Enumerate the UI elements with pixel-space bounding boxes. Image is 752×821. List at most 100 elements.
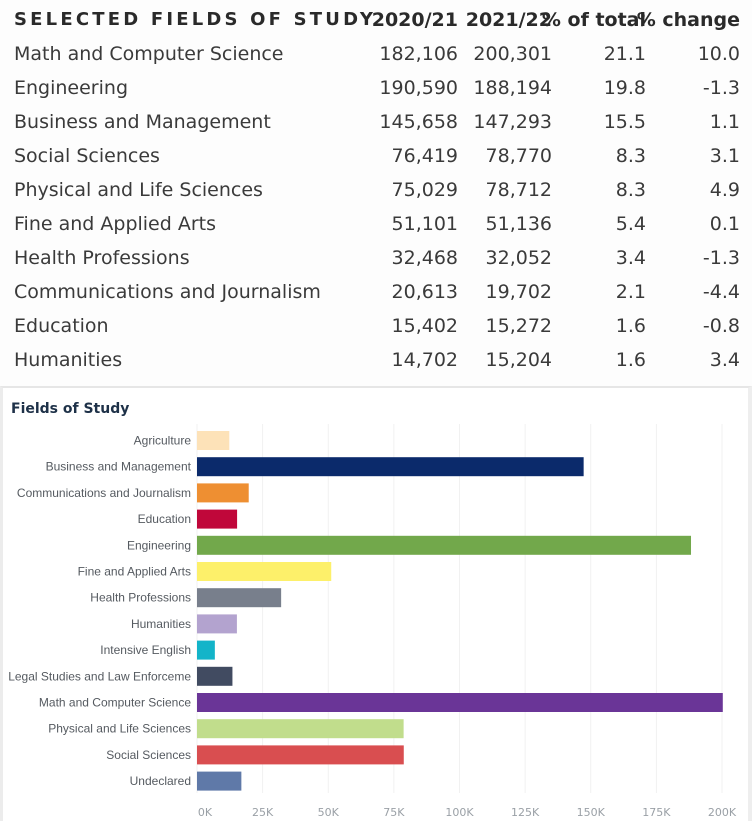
cell-year2: 15,272 [485, 315, 552, 337]
table-row: Health Professions 32,468 32,052 3.4 -1.3 [0, 241, 752, 275]
fields-of-study-table: SELECTED FIELDS OF STUDY 2020/21 2021/22… [0, 0, 752, 386]
cell-pct-change: -0.8 [702, 315, 740, 337]
x-tick-label: 150K [577, 806, 606, 819]
table-row: Fine and Applied Arts 51,101 51,136 5.4 0.1 [0, 207, 752, 241]
cell-pct-change: 0.1 [709, 213, 740, 235]
fields-of-study-chart: Fields of Study Agriculture Business and … [0, 386, 752, 821]
bar-humanities[interactable] [197, 614, 237, 634]
bar-communications-and-journalism[interactable] [197, 483, 249, 503]
table-row: Education 15,402 15,272 1.6 -0.8 [0, 309, 752, 343]
table-row: Business and Management 145,658 147,293 15.… [0, 105, 752, 139]
category-label: Fine and Applied Arts [78, 565, 191, 579]
category-label: Physical and Life Sciences [48, 722, 191, 736]
cell-year1: 190,590 [379, 77, 458, 99]
cell-field: Communications and Journalism [14, 281, 321, 303]
x-tick-label: 200K [708, 806, 737, 819]
x-tick-label: 125K [511, 806, 540, 819]
cell-year2: 19,702 [485, 281, 552, 303]
bar-health-professions[interactable] [197, 588, 282, 608]
bar-social-sciences[interactable] [197, 745, 404, 765]
cell-year1: 145,658 [379, 111, 458, 133]
cell-field: Math and Computer Science [14, 43, 284, 65]
cell-field: Fine and Applied Arts [14, 213, 217, 235]
cell-year2: 147,293 [473, 111, 552, 133]
table-row: Humanities 14,702 15,204 1.6 3.4 [0, 343, 752, 377]
x-tick-label: 75K [383, 806, 405, 819]
cell-pct-total: 19.8 [603, 77, 646, 99]
cell-pct-change: 1.1 [709, 111, 740, 133]
category-label: Intensive English [100, 643, 191, 657]
cell-pct-change: -4.4 [702, 281, 740, 303]
cell-year2: 78,712 [485, 179, 552, 201]
cell-field: Physical and Life Sciences [14, 179, 263, 201]
cell-pct-change: 3.4 [709, 349, 740, 371]
x-tick-label: 25K [252, 806, 274, 819]
table-row: Math and Computer Science 182,106 200,301 2… [0, 37, 752, 71]
header-pct-change: % change [636, 9, 740, 31]
x-tick-label: 0K [198, 806, 213, 819]
cell-pct-total: 1.6 [615, 315, 646, 337]
cell-year2: 78,770 [485, 145, 552, 167]
cell-pct-change: -1.3 [702, 247, 740, 269]
x-tick-label: 175K [642, 806, 671, 819]
bar-math-and-computer-science[interactable] [197, 693, 723, 712]
cell-year1: 76,419 [391, 145, 458, 167]
bar-physical-and-life-sciences[interactable] [197, 719, 404, 739]
cell-field: Business and Management [14, 111, 271, 133]
table-row: Social Sciences 76,419 78,770 8.3 3.1 [0, 139, 752, 173]
cell-pct-total: 5.4 [615, 213, 646, 235]
cell-pct-total: 1.6 [615, 349, 646, 371]
bar-legal-studies-and-law-enforceme[interactable] [197, 666, 233, 686]
chart-title: Fields of Study [11, 401, 130, 417]
table-row: Engineering 190,590 188,194 19.8 -1.3 [0, 71, 752, 105]
header-pct-total: % of total [541, 9, 646, 31]
bar-chart-svg: Agriculture Business and Management Commun… [8, 424, 737, 819]
cell-field: Health Professions [14, 247, 190, 269]
bar-business-and-management[interactable] [197, 457, 584, 477]
category-label: Health Professions [90, 591, 191, 605]
category-label: Math and Computer Science [39, 696, 191, 710]
category-label: Business and Management [46, 460, 192, 474]
x-tick-label: 100K [445, 806, 474, 819]
header-year2: 2021/22 [465, 9, 552, 31]
cell-pct-total: 21.1 [603, 43, 646, 65]
cell-pct-total: 8.3 [615, 179, 646, 201]
category-label: Humanities [131, 617, 191, 631]
cell-field: Humanities [14, 349, 123, 371]
bar-agriculture[interactable] [197, 431, 230, 450]
cell-pct-total: 3.4 [615, 247, 646, 269]
bar-fine-and-applied-arts[interactable] [197, 562, 332, 581]
cell-year1: 51,101 [391, 213, 458, 235]
cell-year1: 32,468 [391, 247, 458, 269]
category-label: Undeclared [130, 774, 191, 788]
cell-year1: 14,702 [391, 349, 458, 371]
cell-year1: 15,402 [391, 315, 458, 337]
cell-year2: 188,194 [473, 77, 552, 99]
cell-pct-change: 3.1 [709, 145, 740, 167]
cell-pct-change: 4.9 [709, 179, 740, 201]
cell-year2: 32,052 [485, 247, 552, 269]
header-year1: 2020/21 [371, 9, 458, 31]
category-label: Education [138, 512, 191, 526]
cell-pct-total: 2.1 [615, 281, 646, 303]
cell-year2: 200,301 [473, 43, 552, 65]
x-tick-label: 50K [318, 806, 340, 819]
category-label: Communications and Journalism [17, 486, 191, 500]
bar-education[interactable] [197, 509, 238, 529]
table-row: Physical and Life Sciences 75,029 78,712 8.… [0, 173, 752, 207]
cell-pct-change: -1.3 [702, 77, 740, 99]
cell-pct-total: 15.5 [603, 111, 646, 133]
cell-year1: 75,029 [391, 179, 458, 201]
category-label: Legal Studies and Law Enforceme [8, 669, 191, 683]
category-label: Agriculture [134, 434, 192, 448]
bar-undeclared[interactable] [197, 771, 242, 791]
category-label: Social Sciences [106, 748, 191, 762]
category-label: Engineering [127, 538, 191, 552]
cell-year1: 182,106 [379, 43, 458, 65]
bar-intensive-english[interactable] [197, 640, 215, 660]
bar-engineering[interactable] [197, 535, 692, 555]
cell-year2: 51,136 [485, 213, 552, 235]
cell-year2: 15,204 [485, 349, 552, 371]
cell-year1: 20,613 [391, 281, 458, 303]
cell-field: Engineering [14, 77, 128, 99]
